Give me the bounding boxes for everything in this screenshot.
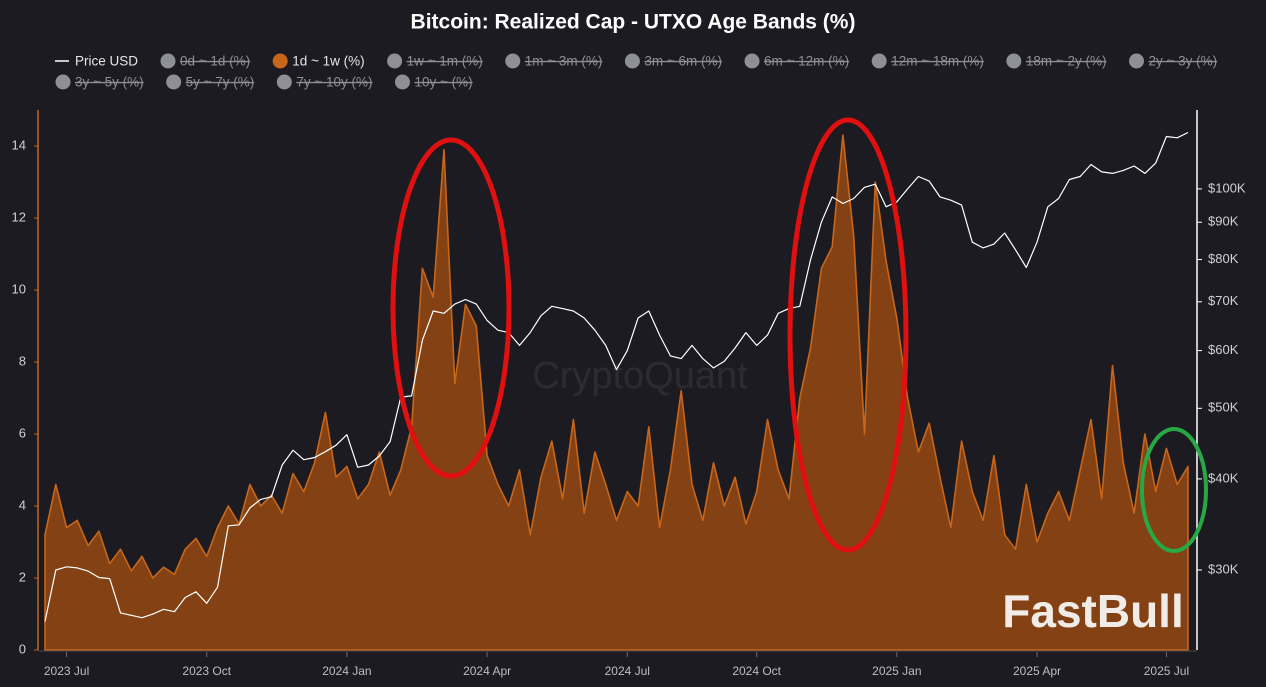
x-tick-label: 2024 Jul — [605, 664, 650, 678]
x-tick-label: 2023 Jul — [44, 664, 89, 678]
y2-tick-label: $40K — [1208, 470, 1239, 485]
legend-swatch — [1006, 53, 1022, 69]
legend-swatch — [387, 53, 403, 69]
watermark: CryptoQuant — [532, 355, 748, 397]
legend-item: 10y ~ (%) — [394, 74, 473, 90]
y2-tick-label: $80K — [1208, 251, 1239, 266]
legend-label: 5y ~ 7y (%) — [186, 75, 255, 90]
y2-tick-label: $50K — [1208, 400, 1239, 415]
y-tick-label: 0 — [19, 641, 26, 656]
legend-item: 5y ~ 7y (%) — [166, 74, 255, 90]
y2-tick-label: $70K — [1208, 293, 1239, 308]
legend-label: 1d ~ 1w (%) — [292, 54, 364, 69]
legend-item: 2y ~ 3y (%) — [1129, 53, 1218, 69]
legend-item: 1m ~ 3m (%) — [505, 53, 603, 69]
legend-label: 1m ~ 3m (%) — [525, 54, 603, 69]
legend-label: 2y ~ 3y (%) — [1149, 54, 1218, 69]
plot-area: 0 2 4 6 8 10 12 14 $30K $40K $50K $60K $70K $80K $90K $… — [12, 110, 1246, 678]
highlight-ellipse — [390, 137, 512, 479]
legend-label: 18m ~ 2y (%) — [1026, 54, 1107, 69]
x-tick-label: 2025 Apr — [1013, 664, 1061, 678]
legend-label: 3y ~ 5y (%) — [75, 75, 144, 90]
y-tick-label: 8 — [19, 353, 26, 368]
legend-swatch — [166, 74, 182, 90]
x-tick-label: 2024 Apr — [463, 664, 511, 678]
annotations — [390, 117, 1208, 553]
legend-label: 6m ~ 12m (%) — [764, 54, 849, 69]
legend-swatch — [272, 53, 288, 69]
legend: Price USD 0d ~ 1d (%) 1d ~ 1w (%) 1w ~ 1m (… — [55, 53, 1218, 90]
legend-label: 10y ~ (%) — [414, 75, 472, 90]
legend-item: 3y ~ 5y (%) — [55, 74, 144, 90]
y2-tick-label: $30K — [1208, 561, 1239, 576]
legend-label: 1w ~ 1m (%) — [407, 54, 483, 69]
y2-tick-label: $90K — [1208, 214, 1239, 229]
legend-item: 6m ~ 12m (%) — [744, 53, 849, 69]
y-tick-label: 14 — [12, 137, 26, 152]
y2-tick-label: $100K — [1208, 180, 1246, 195]
legend-swatch — [55, 74, 71, 90]
legend-item: 1d ~ 1w (%) — [272, 53, 365, 69]
legend-swatch — [744, 53, 760, 69]
x-tick-label: 2024 Jan — [322, 664, 371, 678]
x-tick-label: 2023 Oct — [182, 664, 231, 678]
legend-swatch — [276, 74, 292, 90]
legend-label: Price USD — [75, 54, 138, 69]
highlight-ellipse — [787, 117, 909, 553]
y-tick-label: 2 — [19, 569, 26, 584]
legend-swatch — [1129, 53, 1144, 69]
legend-item: 1w ~ 1m (%) — [387, 53, 483, 69]
legend-item: 7y ~ 10y (%) — [276, 74, 372, 90]
x-tick-label: 2024 Oct — [732, 664, 781, 678]
legend-label: 7y ~ 10y (%) — [296, 75, 372, 90]
logo: FastBull — [1002, 585, 1183, 637]
y-tick-label: 6 — [19, 425, 26, 440]
y-tick-label: 10 — [12, 281, 26, 296]
legend-swatch — [624, 53, 640, 69]
legend-swatch — [160, 53, 176, 69]
y2-tick-label: $60K — [1208, 342, 1239, 357]
legend-item: 12m ~ 18m (%) — [871, 53, 984, 69]
legend-item: 18m ~ 2y (%) — [1006, 53, 1107, 69]
area — [44, 134, 1189, 651]
x-tick-label: 2025 Jul — [1144, 664, 1189, 678]
y-tick-label: 4 — [19, 497, 26, 512]
legend-swatch — [871, 53, 887, 69]
x-tick-label: 2025 Jan — [872, 664, 921, 678]
legend-swatch — [394, 74, 410, 90]
chart-title: Bitcoin: Realized Cap - UTXO Age Bands (… — [411, 11, 856, 34]
legend-item: 0d ~ 1d (%) — [160, 53, 250, 69]
price-line — [44, 131, 1189, 622]
legend-label: 3m ~ 6m (%) — [644, 54, 722, 69]
legend-item: 3m ~ 6m (%) — [624, 53, 722, 69]
legend-label: 12m ~ 18m (%) — [891, 54, 984, 69]
y-tick-label: 12 — [12, 209, 26, 224]
legend-swatch — [505, 53, 521, 69]
legend-item: Price USD — [55, 54, 138, 69]
highlight-ellipse — [1140, 427, 1208, 553]
legend-label: 0d ~ 1d (%) — [180, 54, 250, 69]
